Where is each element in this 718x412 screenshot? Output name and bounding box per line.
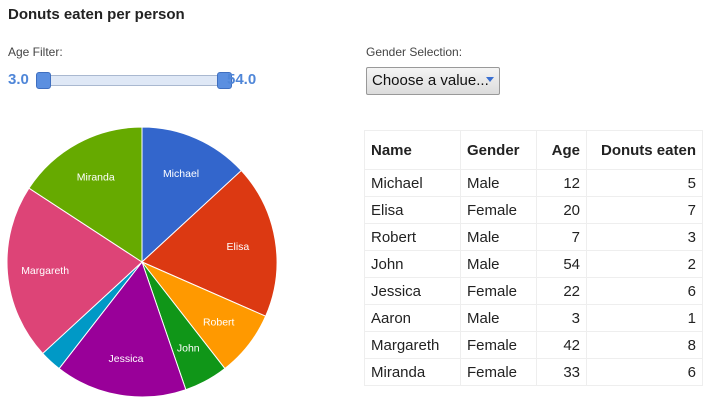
table-cell: 12 — [536, 169, 587, 197]
table-cell: Michael — [364, 169, 461, 197]
pie-label-margareth: Margareth — [21, 265, 69, 277]
donuts-table: Name Gender Age Donuts eaten Michael Male 12 5… — [364, 130, 703, 386]
gender-select-value: Choose a value... — [372, 72, 489, 89]
table-cell: Female — [460, 358, 537, 386]
gender-selection-label: Gender Selection: — [366, 45, 463, 59]
column-header[interactable]: Name — [364, 130, 461, 170]
table-cell: Female — [460, 331, 537, 359]
table-cell: 6 — [586, 277, 703, 305]
table-cell: Margareth — [364, 331, 461, 359]
table-cell: 3 — [536, 304, 587, 332]
gender-select[interactable]: Choose a value... — [366, 67, 500, 95]
pie-label-michael: Michael — [163, 168, 199, 180]
table-cell: 7 — [536, 223, 587, 251]
table-row: Robert Male 7 3 — [364, 223, 703, 251]
table-row: Margareth Female 42 8 — [364, 331, 703, 359]
table-cell: 5 — [586, 169, 703, 197]
table-cell: 54 — [536, 250, 587, 278]
column-header[interactable]: Donuts eaten — [586, 130, 703, 170]
age-slider-range — [43, 76, 224, 85]
pie-slice-jessica[interactable] — [58, 260, 187, 398]
table-cell: 42 — [536, 331, 587, 359]
table-row: Miranda Female 33 6 — [364, 358, 703, 386]
pie-label-robert: Robert — [203, 317, 235, 329]
page-title: Donuts eaten per person — [8, 6, 185, 23]
table-cell: Male — [460, 250, 537, 278]
pie-slice-miranda[interactable] — [28, 126, 143, 263]
table-cell: Female — [460, 277, 537, 305]
table-row: John Male 54 2 — [364, 250, 703, 278]
table-cell: 7 — [586, 196, 703, 224]
table-cell: Aaron — [364, 304, 461, 332]
pie-label-miranda: Miranda — [77, 172, 115, 184]
table-cell: Miranda — [364, 358, 461, 386]
age-min-handle[interactable] — [36, 72, 51, 89]
table-cell: 8 — [586, 331, 703, 359]
table-cell: 20 — [536, 196, 587, 224]
age-min-value: 3.0 — [8, 71, 29, 88]
table-cell: Elisa — [364, 196, 461, 224]
column-header[interactable]: Gender — [460, 130, 537, 170]
pie-slice-elisa[interactable] — [141, 169, 278, 317]
pie-slice-michael[interactable] — [141, 126, 243, 264]
table-row: Jessica Female 22 6 — [364, 277, 703, 305]
pie-label-elisa: Elisa — [226, 241, 249, 253]
table-cell: Robert — [364, 223, 461, 251]
pie-slice-margareth[interactable] — [6, 187, 143, 355]
table-cell: Male — [460, 304, 537, 332]
table-row: Aaron Male 3 1 — [364, 304, 703, 332]
column-header[interactable]: Age — [536, 130, 587, 170]
age-filter-label: Age Filter: — [8, 45, 63, 59]
table-cell: John — [364, 250, 461, 278]
age-max-handle[interactable] — [217, 72, 232, 89]
table-cell: 1 — [586, 304, 703, 332]
pie-label-jessica: Jessica — [108, 353, 143, 365]
table-cell: 6 — [586, 358, 703, 386]
pie-label-john: John — [177, 342, 200, 354]
table-cell: 33 — [536, 358, 587, 386]
table-cell: Male — [460, 169, 537, 197]
table-cell: Jessica — [364, 277, 461, 305]
table-header-row: Name Gender Age Donuts eaten — [364, 130, 703, 170]
table-cell: Male — [460, 223, 537, 251]
dropdown-caret-icon — [486, 77, 494, 82]
age-range-slider[interactable]: 3.0 54.0 — [8, 70, 268, 90]
table-cell: 2 — [586, 250, 703, 278]
table-row: Elisa Female 20 7 — [364, 196, 703, 224]
donuts-pie-chart: Michael Elisa Robert John Jessica Margareth Mi… — [6, 126, 278, 398]
age-slider-track[interactable] — [36, 72, 232, 89]
table-cell: 3 — [586, 223, 703, 251]
table-row: Michael Male 12 5 — [364, 169, 703, 197]
age-max-value: 54.0 — [227, 71, 257, 88]
table-cell: 22 — [536, 277, 587, 305]
table-cell: Female — [460, 196, 537, 224]
